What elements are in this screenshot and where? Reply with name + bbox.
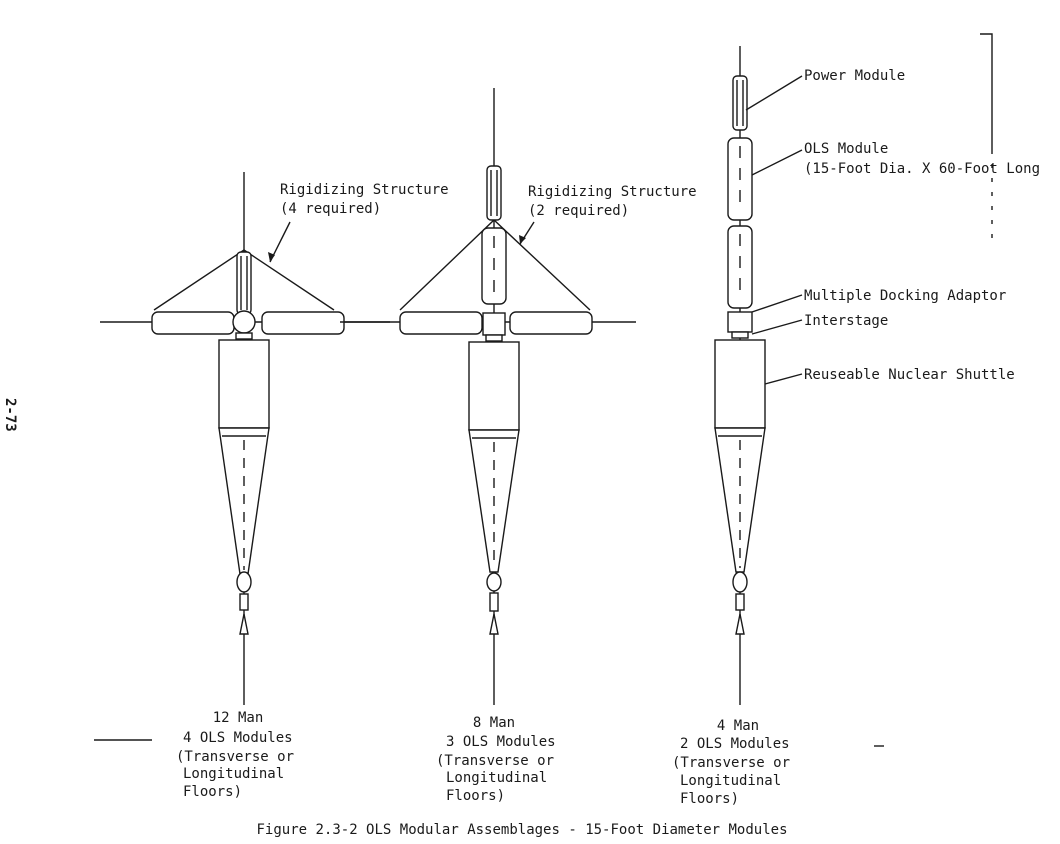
assembly-8-man [340, 88, 636, 705]
config-modules: 4 OLS Modules [183, 730, 293, 746]
config-caption-12-man: 12 Man 4 OLS Modules (Transverse or Long… [176, 710, 294, 800]
label-rigidizing-mid-count: (2 required) [528, 203, 629, 219]
config-floor-type: (Transverse or [436, 753, 554, 769]
label-docking-adaptor: Multiple Docking Adaptor [804, 288, 1006, 304]
label-nuclear-shuttle: Reuseable Nuclear Shuttle [804, 367, 1015, 383]
label-interstage: Interstage [804, 313, 888, 329]
label-rigidizing-left-count: (4 required) [280, 201, 381, 217]
config-modules: 2 OLS Modules [680, 736, 790, 752]
figure-caption: Figure 2.3-2 OLS Modular Assemblages - 1… [256, 822, 787, 838]
config-crew: 4 Man [717, 718, 759, 734]
config-caption-8-man: 8 Man 3 OLS Modules (Transverse or Longi… [436, 715, 556, 804]
assembly-4-man [714, 46, 766, 705]
config-floor-type: (Transverse or [672, 755, 790, 771]
page-number: 2-73 [2, 398, 18, 432]
label-ols-module: OLS Module [804, 141, 888, 157]
leader-lines [268, 75, 803, 385]
config-floor-orientation: Longitudinal [183, 766, 284, 782]
config-floor-type: (Transverse or [176, 749, 294, 765]
config-crew: 8 Man [473, 715, 515, 731]
label-power-module: Power Module [804, 68, 905, 84]
config-crew: 12 Man [213, 710, 264, 726]
config-floor-orientation: Longitudinal [680, 773, 781, 789]
margin-bracket [980, 33, 993, 240]
assembly-12-man [100, 172, 390, 705]
label-rigidizing-left: Rigidizing Structure [280, 182, 449, 198]
label-rigidizing-mid: Rigidizing Structure [528, 184, 697, 200]
config-floors: Floors) [183, 784, 242, 800]
config-floors: Floors) [446, 788, 505, 804]
config-floors: Floors) [680, 791, 739, 807]
config-modules: 3 OLS Modules [446, 734, 556, 750]
label-ols-module-dims: (15-Foot Dia. X 60-Foot Long [804, 161, 1040, 177]
config-floor-orientation: Longitudinal [446, 770, 547, 786]
config-caption-4-man: 4 Man 2 OLS Modules (Transverse or Longi… [672, 718, 790, 807]
